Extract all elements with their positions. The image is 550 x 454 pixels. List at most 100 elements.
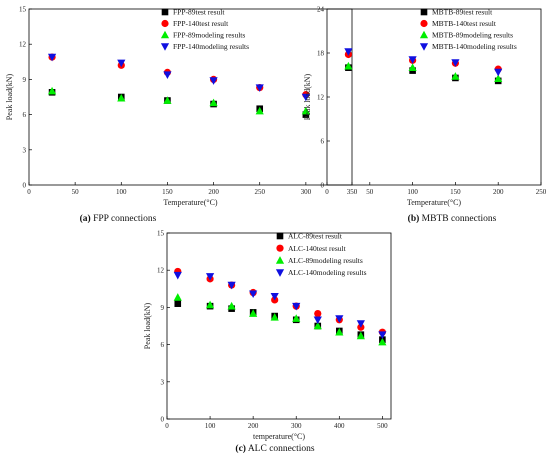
series-1 (345, 64, 502, 85)
y-tick-label: 9 (23, 76, 27, 84)
legend-marker (161, 19, 169, 28)
legend-label: FPP-89modeling results (173, 31, 245, 40)
x-tick-label: 400 (334, 422, 345, 430)
data-point (163, 71, 172, 80)
data-point (314, 310, 322, 318)
data-point (227, 281, 236, 290)
legend-marker (276, 232, 284, 240)
data-point (408, 63, 417, 71)
data-point (255, 106, 264, 115)
legend-label: FPP-89test result (173, 8, 225, 17)
legend-marker (275, 269, 285, 277)
data-point (356, 320, 365, 328)
x-tick-label: 250 (536, 188, 547, 196)
x-tick-label: 200 (493, 188, 504, 196)
y-tick-label: 24 (317, 6, 325, 14)
x-tick-label: 300 (301, 188, 312, 196)
y-tick-label: 12 (317, 94, 325, 102)
y-tick-label: 0 (161, 416, 165, 424)
data-point (47, 86, 57, 95)
caption-text: MBTB connections (419, 214, 496, 224)
data-point (270, 292, 279, 301)
series-4 (47, 53, 310, 102)
legend-marker (161, 8, 169, 16)
data-point (356, 331, 365, 340)
x-tick-label: 500 (377, 422, 388, 430)
y-tick-label: 3 (23, 146, 27, 154)
data-point (174, 300, 182, 307)
data-point (335, 315, 344, 323)
data-point (117, 93, 126, 102)
series-3 (173, 293, 387, 346)
legend-marker (160, 43, 170, 51)
x-tick-label: 100 (407, 188, 418, 196)
series-3 (47, 86, 310, 115)
caption-text: ALC connections (246, 444, 315, 454)
legend-marker (420, 19, 428, 28)
data-point (249, 290, 258, 299)
y-tick-label: 0 (23, 182, 27, 190)
caption-label: (b) (408, 213, 420, 224)
y-tick-label: 0 (321, 182, 325, 190)
legend-marker (160, 30, 170, 39)
legend-marker (275, 256, 285, 264)
plot-frame (28, 8, 353, 186)
legend-label: FPP-140modeling results (173, 42, 249, 51)
series-3 (344, 61, 503, 82)
data-point (301, 93, 310, 102)
data-point (163, 96, 172, 104)
data-point (313, 321, 322, 330)
legend-label: FPP-140test result (173, 19, 229, 28)
y-tick-label: 12 (157, 267, 165, 275)
legend-marker (419, 30, 429, 39)
data-point (494, 74, 503, 82)
x-tick-label: 150 (162, 188, 173, 196)
data-point (173, 293, 182, 301)
data-point (209, 98, 218, 107)
chart-a: 0 50 100 150 200 250 300 350 0 3 6 9 12 15 Temperature… (5, 6, 358, 225)
legend-label: ALC-140test result (288, 244, 347, 253)
data-point (313, 316, 322, 325)
data-point (378, 331, 387, 339)
data-point (335, 327, 344, 336)
series-4 (173, 271, 387, 339)
x-tick-label: 50 (72, 188, 80, 196)
data-point (292, 302, 301, 311)
y-tick-label: 9 (161, 304, 165, 312)
legend-label: MBTB-140test result (432, 19, 497, 28)
y-tick-label: 18 (317, 50, 325, 58)
x-tick-label: 150 (450, 188, 461, 196)
x-tick-label: 50 (366, 188, 374, 196)
legend-marker (420, 8, 428, 16)
x-tick-label: 100 (116, 188, 127, 196)
data-point (227, 301, 236, 310)
series-1 (174, 300, 386, 343)
chart-caption: (c) ALC connections (235, 443, 314, 454)
chart-caption: (a) FPP connections (80, 213, 157, 224)
x-tick-label: 200 (208, 188, 219, 196)
x-tick-label: 350 (347, 188, 358, 196)
data-point (408, 56, 417, 64)
legend-label: MBTB-140modeling results (432, 42, 517, 51)
data-point (301, 106, 310, 115)
series-2 (344, 50, 502, 73)
series-1 (48, 89, 310, 118)
legend-label: MBTB-89test result (432, 8, 493, 17)
x-axis-label: Temperature(°C) (407, 198, 462, 207)
series-2 (174, 267, 386, 336)
x-tick-label: 200 (248, 422, 259, 430)
x-tick-label: 250 (254, 188, 265, 196)
y-axis-label: Peak load(kN) (303, 73, 312, 120)
x-tick-label: 100 (205, 422, 216, 430)
y-tick-label: 3 (161, 378, 165, 386)
chart-c: 0 100 200 300 400 500 0 3 6 9 12 15 temperature(°C) P… (143, 230, 392, 454)
y-tick-label: 6 (161, 341, 165, 349)
data-point (344, 61, 353, 70)
x-tick-label: 300 (291, 422, 302, 430)
caption-text: FPP connections (91, 214, 157, 224)
legend-label: ALC-89modeling results (288, 256, 363, 265)
x-axis-label: temperature(°C) (253, 432, 305, 441)
data-point (451, 72, 460, 80)
chart-caption: (b) MBTB connections (408, 213, 497, 224)
